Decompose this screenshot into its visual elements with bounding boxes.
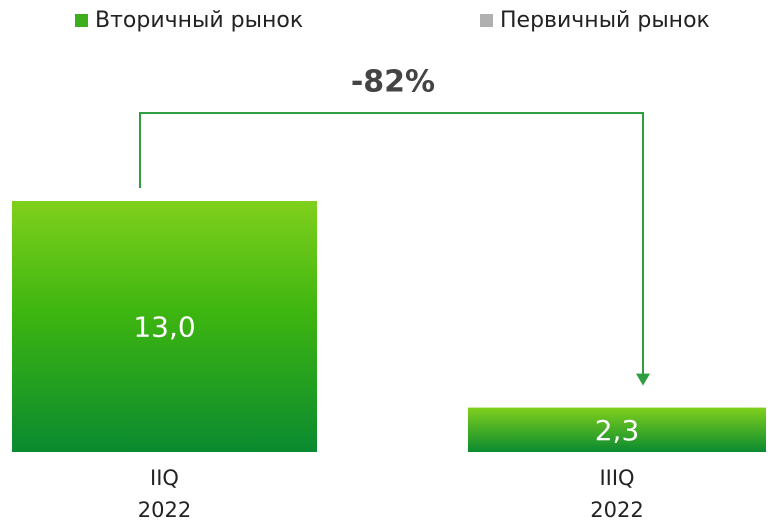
arrow-head bbox=[636, 373, 650, 386]
bar bbox=[468, 407, 766, 452]
legend-label: Вторичный рынок bbox=[95, 8, 303, 33]
annotation: -82% bbox=[351, 65, 435, 100]
legend-swatch bbox=[75, 14, 88, 27]
x-tick-label: IIQ 2022 bbox=[137, 466, 192, 521]
value-label: 2,3 bbox=[595, 414, 640, 447]
x-tick-label: IIIQ 2022 bbox=[590, 466, 644, 521]
legend-label: Первичный рынок bbox=[500, 8, 710, 33]
legend-swatch bbox=[480, 14, 493, 27]
change-arrow bbox=[139, 112, 644, 378]
value-label: 13,0 bbox=[133, 311, 195, 344]
bar bbox=[12, 201, 317, 452]
